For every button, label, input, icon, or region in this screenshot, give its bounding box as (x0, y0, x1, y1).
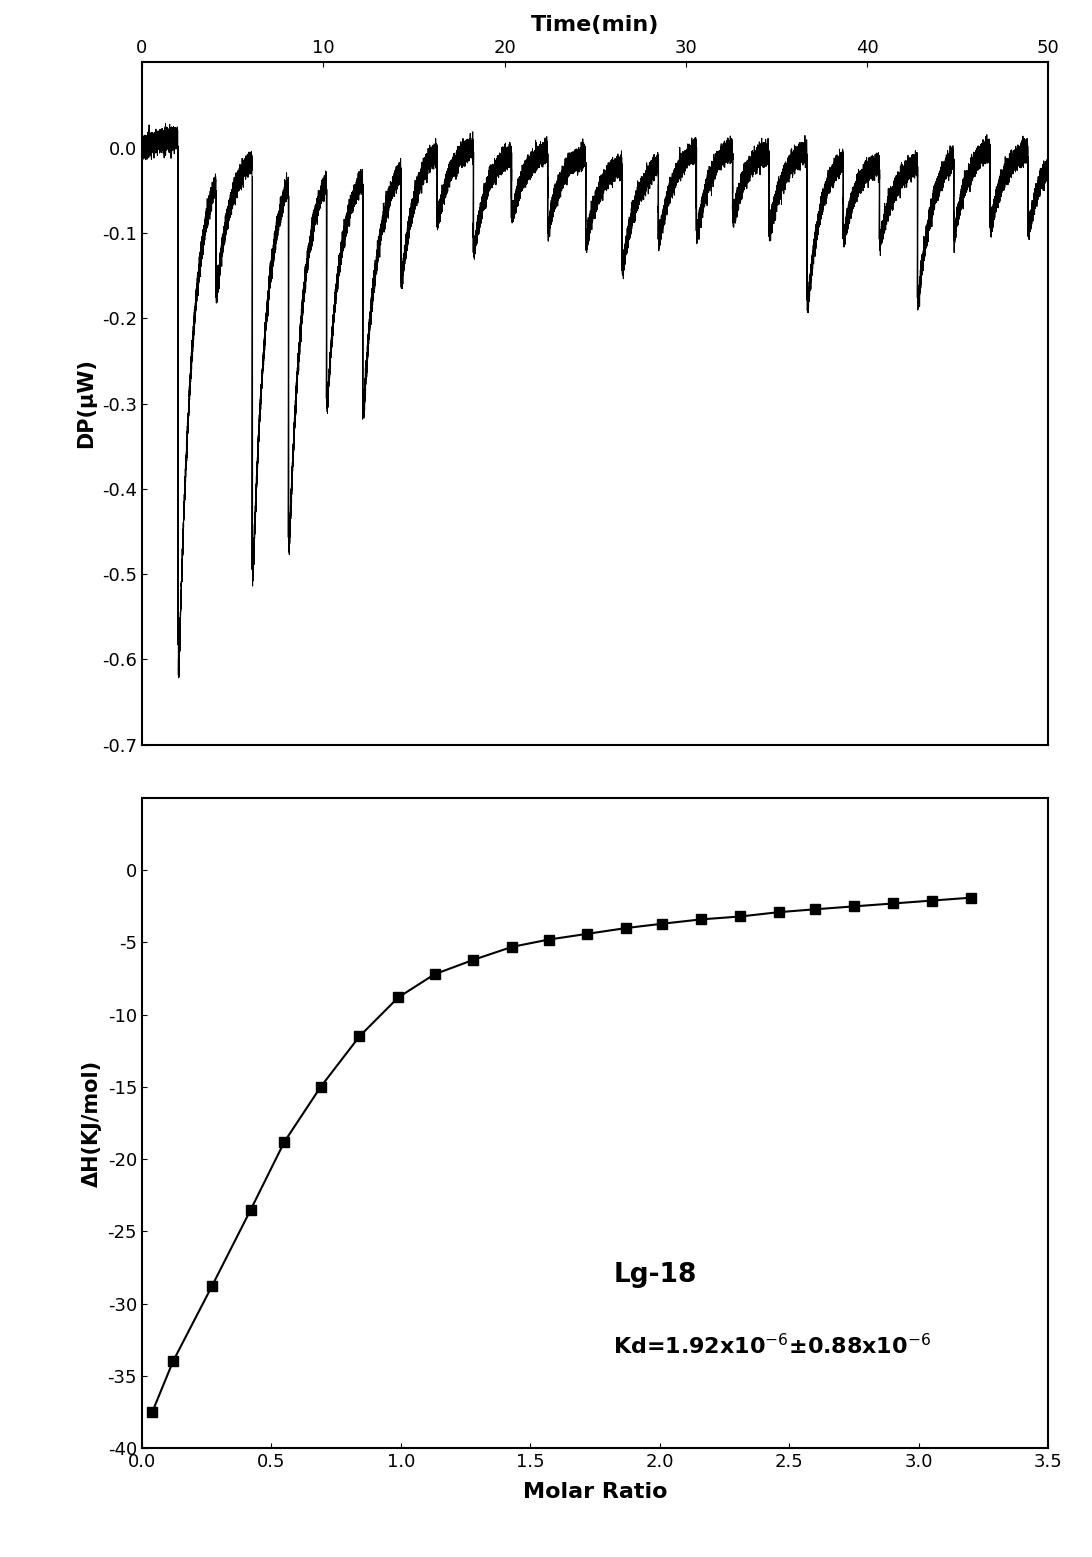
X-axis label: Time(min): Time(min) (531, 16, 660, 36)
Text: Kd=1.92x10$^{-6}$±0.88x10$^{-6}$: Kd=1.92x10$^{-6}$±0.88x10$^{-6}$ (614, 1333, 931, 1358)
X-axis label: Molar Ratio: Molar Ratio (523, 1482, 667, 1503)
Y-axis label: ΔH(KJ/mol): ΔH(KJ/mol) (82, 1059, 102, 1186)
Text: Lg-18: Lg-18 (614, 1261, 697, 1288)
Y-axis label: DP(μW): DP(μW) (76, 358, 96, 448)
